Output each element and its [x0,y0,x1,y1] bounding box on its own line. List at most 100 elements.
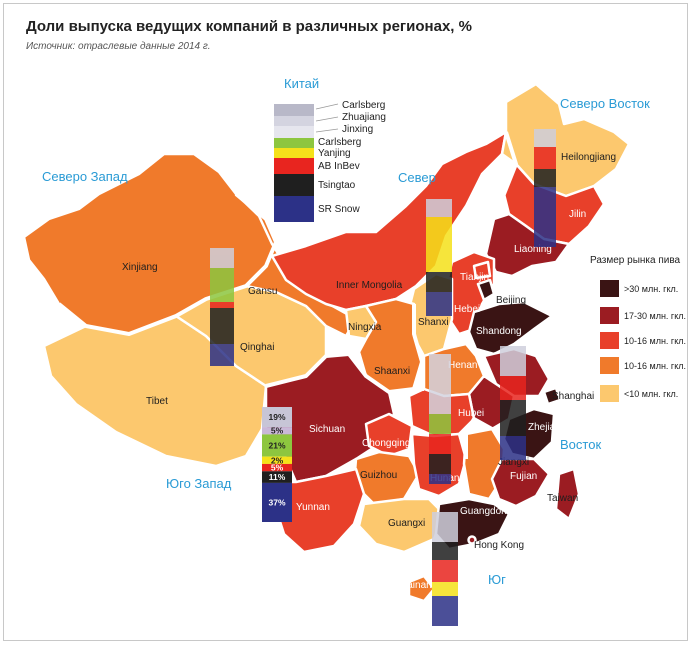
share-bar-northwest [210,248,234,366]
southwest-bar-label-0: 19% [268,412,285,422]
province-hong-kong[interactable] [467,535,477,545]
brand-label-carlsberg-2: Carlsberg [318,137,361,148]
province-inner-mongolia[interactable] [270,130,508,312]
legend-label-5: <10 млн. гкл. [624,389,678,399]
region-label-south: Юг [488,572,506,587]
region-label-northwest: Северо Запад [42,169,128,184]
share-bar-south [432,512,458,626]
chart-title: Доли выпуска ведущих компаний в различны… [26,18,472,35]
share-bar-north [426,199,452,316]
legend-label-3: 10-16 млн. гкл. [624,336,686,346]
share-bar-northeast [534,129,556,247]
province-label-beijing: Beijing [496,295,526,306]
china-map: Китай Северо Запад Север Северо Восток Ю… [22,76,686,626]
province-beijing[interactable] [476,278,496,302]
brand-swatch-carlsberg-2 [274,138,314,148]
southwest-bar-label-4: 5% [271,463,284,473]
brand-swatch-carlsberg [274,104,314,116]
southwest-bar-label-1: 5% [271,426,284,436]
province-fujian[interactable] [490,457,551,508]
legend-swatch-3 [600,332,619,349]
southwest-bar-segment-6 [262,482,292,522]
province-label-jilin: Jilin [569,209,586,220]
legend-swatch-4 [600,357,619,374]
province-yunnan[interactable] [274,467,366,554]
legend-swatch-1 [600,280,619,297]
southwest-bar-segment-2 [262,434,292,457]
province-label-taiwan: Taiwan [547,493,578,504]
province-shandong[interactable] [467,300,554,356]
province-taiwan[interactable] [554,467,581,521]
province-label-heilongjiang: Heilongjiang [561,152,616,163]
province-label-jiangxi: Jiangxi [498,457,529,468]
southwest-bar-segment-0 [262,407,292,428]
region-label-southwest: Юго Запад [166,476,232,491]
province-hainan[interactable] [407,574,436,603]
southwest-bar-segment-4 [262,463,292,472]
province-label-sichuan: Sichuan [309,424,345,435]
legend-label-2: 17-30 млн. гкл. [624,311,686,321]
province-label-chongqing: Chongqing [362,438,410,449]
southwest-bar-label-6: 37% [268,497,285,507]
province-shanghai[interactable] [542,386,562,406]
province-label-yunnan: Yunnan [296,502,330,513]
province-label-xinjiang: Xinjiang [122,262,158,273]
legend-swatch-5 [600,385,619,402]
province-label-fujian: Fujian [510,471,537,482]
legend-label-4: 10-16 млн. гкл. [624,361,686,371]
chart-subtitle: Источник: отраслевые данные 2014 г. [26,41,211,52]
region-label-china: Китай [284,76,319,91]
southwest-bar-segment-1 [262,427,292,435]
brand-label-tsingtao: Tsingtao [318,180,356,191]
province-label-guizhou: Guizhou [360,470,397,481]
market-size-legend: Размер рынка пива >30 млн. гкл. 17-30 мл… [590,255,686,402]
brand-swatch-sr-snow [274,196,314,222]
province-label-hong-kong: Hong Kong [474,540,524,551]
brand-swatch-yanjing [274,148,314,158]
brand-label-carlsberg: Carlsberg [342,100,385,111]
brand-label-sr-snow: SR Snow [318,204,360,215]
province-label-shanghai: Shanghai [552,391,594,402]
southwest-bar-segment-5 [262,471,292,483]
province-label-ningxia: Ningxia [348,322,382,333]
brand-swatch-zhuajiang [274,116,314,126]
province-label-shanxi: Shanxi [418,317,449,328]
legend-swatch-2 [600,307,619,324]
brand-label-ab-inbev: AB InBev [318,161,360,172]
region-label-north: Север [398,170,436,185]
southwest-bar-label-3: 2% [271,455,284,465]
province-heilongjiang[interactable] [500,82,631,198]
province-label-hubei: Hubei [458,408,484,419]
regional-bars-blurred [210,129,556,626]
brand-legend: Carlsberg Zhuajiang Jinxing Carlsberg Ya… [274,100,386,222]
province-label-liaoning: Liaoning [514,244,552,255]
brand-label-zhuajiang: Zhuajiang [342,112,386,123]
province-label-zhejiang: Zhejiang [528,422,566,433]
province-label-shaanxi: Shaanxi [374,366,410,377]
region-label-east: Восток [560,437,601,452]
province-label-gansu: Gansu [248,286,277,297]
share-bar-east [500,346,526,460]
southwest-bar-label-2: 21% [268,441,285,451]
province-tianjin[interactable] [472,260,492,280]
brand-label-jinxing: Jinxing [342,124,373,135]
brand-swatch-ab-inbev [274,158,314,174]
province-label-inner-mongolia: Inner Mongolia [336,280,403,291]
province-label-tianjin: Tianjin [460,272,489,283]
province-label-hainan: Hainan [400,580,432,591]
region-label-northeast: Северо Восток [560,96,650,111]
brand-swatch-jinxing [274,126,314,138]
province-label-hebei: Hebei [454,304,480,315]
province-label-guangdong: Guangdong [460,506,512,517]
brand-label-yanjing: Yanjing [318,148,351,159]
map-frame: Доли выпуска ведущих компаний в различны… [3,3,688,641]
province-label-qinghai: Qinghai [240,342,274,353]
brand-swatch-tsingtao [274,174,314,196]
share-bar-center [429,354,451,484]
province-chongqing[interactable] [364,412,414,458]
province-label-tibet: Tibet [146,396,168,407]
share-bar-southwest: 19%5%21%2%5%11%37% [262,407,292,522]
southwest-bar-segment-3 [262,456,292,464]
province-label-henan: Henan [448,360,477,371]
province-label-shandong: Shandong [476,326,522,337]
